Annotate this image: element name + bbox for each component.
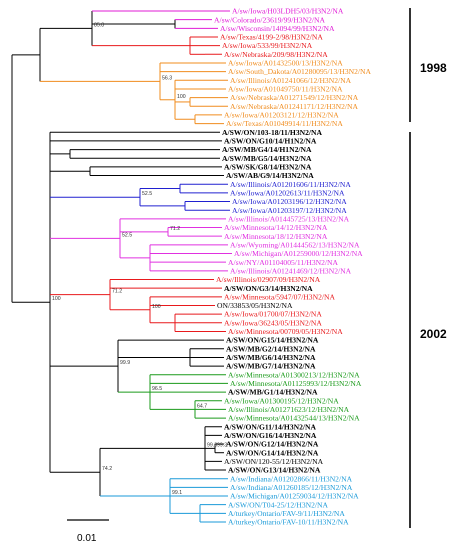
- leaf-label: A/sw/Indiana/A01260185/12/H3N2/NA: [230, 483, 353, 492]
- leaf-label: A/sw/Texas/4199-2/98/H3N2/NA: [220, 33, 323, 42]
- leaf-label: A/sw/NY/A01104005/11/H3N2/NA: [228, 258, 338, 267]
- leaf-label: A/sw/Texas/A01049914/11/H3N2/NA: [226, 119, 343, 128]
- leaf-label: A/sw/Michigan/A01259034/12/H3N2/NA: [230, 492, 359, 501]
- leaf-label: A/sw/Illinois/A01271623/12/H3N2/NA: [228, 405, 350, 414]
- leaf-label: A/sw/Iowa/01700/07/H3N2/NA: [224, 310, 322, 319]
- leaf-label: A/sw/South_Dakota/A01280095/13/H3N2/NA: [228, 67, 372, 76]
- leaf-label: A/SW/MB/G1/14/H3N2/NA: [228, 388, 318, 397]
- bracket-2002-label: 2002: [420, 327, 447, 341]
- leaf-label: A/sw/Illinois/A01241066/12/H3N2/NA: [230, 76, 352, 85]
- leaf-label: A/sw/Iowa/533/99/H3N2/NA: [222, 41, 313, 50]
- leaf-label: A/SW/ON/120-55/12/H3N2/NA: [224, 457, 324, 466]
- bootstrap-value: 100: [152, 304, 161, 310]
- bootstrap-value: 100: [52, 296, 61, 302]
- bootstrap-value: 96.5: [152, 386, 162, 392]
- scale-bar-label: 0.01: [77, 533, 97, 544]
- leaf-label: A/SW/ON/G13/14/H3N2/NA: [228, 466, 321, 475]
- leaf-label: A/SW/ON/G12/14/H3N2/NA: [226, 440, 319, 449]
- leaf-label: A/SW/ON/G15/14/H3N2/NA: [226, 336, 319, 345]
- leaf-label: A/turkey/Ontario/FAV-9/11/H3N2/NA: [228, 509, 345, 518]
- leaf-label: A/sw/Illinois/02907/09/H3N2/NA: [216, 275, 321, 284]
- leaf-label: A/sw/Nebraska/A01271549/12/H3N2/NA: [230, 93, 359, 102]
- leaf-label: A/SW/AB/G9/14/H3N2/NA: [226, 171, 314, 180]
- tree-branches: [11, 10, 232, 523]
- bootstrap-value: 56.3: [162, 75, 172, 81]
- bootstrap-value: 100: [177, 94, 186, 100]
- bootstrap-value: 64.7: [197, 403, 207, 409]
- leaf-label: A/SW/ON/G10/14/H1N2/NA: [224, 137, 317, 146]
- bootstrap-value: 85.8: [94, 22, 104, 28]
- leaf-label: A/sw/Minnesota/A01125993/12/H3N2/NA: [230, 379, 362, 388]
- leaf-label: A/SW/SK/G8/14/H3N2/NA: [224, 162, 312, 171]
- leaf-label: A/SW/MB/G5/14/H3N2/NA: [222, 154, 312, 163]
- leaf-label: A/sw/Wyoming/A01444562/13/H3N2/NA: [230, 240, 360, 249]
- leaf-label: A/turkey/Ontario/FAV-10/11/H3N2/NA: [228, 518, 349, 527]
- leaf-label: A/sw/Minnesota/00709/05/H3N2/NA: [228, 327, 343, 336]
- leaf-label: A/sw/Illinois/A01445725/13/H3N2/NA: [228, 214, 350, 223]
- leaf-label: A/sw/Minnesota/18/12/H3N2/NA: [224, 232, 328, 241]
- leaf-label: A/sw/Iowa/36243/05/H3N2/NA: [224, 318, 322, 327]
- leaf-label: A/sw/Michigan/A01259000/12/H3N2/NA: [234, 249, 363, 258]
- bracket-1998-label: 1998: [420, 61, 447, 75]
- leaf-label: A/sw/Minnesota/A01300213/12/H3N2/NA: [228, 370, 360, 379]
- leaf-label: A/sw/Iowa/A01202613/11/H3N2/NA: [230, 188, 345, 197]
- leaf-labels: A/sw/Iowa/H03LDH5/03/H3N2/NAA/sw/Colorad…: [214, 7, 372, 527]
- leaf-label: A/SW/ON/G14/14/H3N2/NA: [226, 448, 319, 457]
- leaf-label: A/SW/ON/T04-25/12/H3N2/NA: [228, 500, 328, 509]
- leaf-label: ON/33853/05/H3N2/NA: [217, 301, 293, 310]
- bootstrap-value: 99.3: [207, 442, 217, 448]
- leaf-label: A/sw/Illinois/A01201606/11/H3N2/NA: [230, 180, 351, 189]
- bootstrap-value: 52.5: [122, 232, 132, 238]
- leaf-label: A/sw/Wisconsin/14094/99/H3N2/NA: [220, 24, 335, 33]
- leaf-label: A/sw/Iowa/A01300195/12/H3N2/NA: [224, 396, 339, 405]
- leaf-label: A/SW/MB/G7/14/H3N2/NA: [226, 362, 316, 371]
- bootstrap-value: 99.1: [172, 490, 182, 496]
- leaf-label: A/sw/Colorado/23619/99/H3N2/NA: [214, 15, 325, 24]
- leaf-label: A/sw/Iowa/H03LDH5/03/H3N2/NA: [232, 7, 344, 16]
- leaf-label: A/sw/Minnesota/5947/07/H3N2/NA: [224, 292, 335, 301]
- leaf-label: A/SW/ON/103-18/11/H3N2/NA: [222, 128, 323, 137]
- leaf-label: A/sw/Nebraska/A01241171/12/H3N2/NA: [230, 102, 358, 111]
- leaf-label: A/SW/ON/G16/14/H3N2/NA: [224, 431, 317, 440]
- leaf-label: A/SW/ON/G3/14/H3N2/NA: [224, 284, 313, 293]
- leaf-label: A/SW/MB/G6/14/H3N2/NA: [226, 353, 316, 362]
- bootstrap-values: 85.8 56.3 100 100 52.5 52.5 71.2 71.2 100 99.9 96.…: [52, 22, 227, 496]
- leaf-label: A/sw/Iowa/A01049750/11/H3N2/NA: [228, 85, 343, 94]
- bootstrap-value: 52.5: [142, 191, 152, 197]
- leaf-label: A/sw/Nebraska/209/98/H3N2/NA: [224, 50, 328, 59]
- bootstrap-value: 99.3: [217, 442, 227, 448]
- leaf-label: A/SW/ON/G11/14/H3N2/NA: [224, 422, 316, 431]
- leaf-label: A/sw/Iowa/A01203121/12/H3N2/NA: [224, 111, 339, 120]
- bootstrap-value: 71.2: [170, 226, 180, 232]
- bootstrap-value: 74.2: [102, 466, 112, 472]
- leaf-label: A/SW/MB/G2/14/H3N2/NA: [226, 344, 316, 353]
- bootstrap-value: 99.9: [120, 360, 130, 366]
- leaf-label: A/sw/Illinois/A01241469/12/H3N2/NA: [230, 266, 352, 275]
- leaf-label: A/sw/Iowa/A01203197/12/H3N2/NA: [232, 206, 347, 215]
- leaf-label: A/sw/Indiana/A01202866/11/H3N2/NA: [230, 474, 353, 483]
- leaf-label: A/sw/Minnesota/A01432544/13/H3N2/NA: [228, 414, 360, 423]
- leaf-label: A/sw/Iowa/A01432500/13/H3N2/NA: [228, 59, 343, 68]
- leaf-label: A/SW/MB/G4/14/H1N2/NA: [222, 145, 312, 154]
- bootstrap-value: 71.2: [112, 289, 122, 295]
- leaf-label: A/sw/Minnesota/14/12/H3N2/NA: [224, 223, 328, 232]
- leaf-label: A/sw/Iowa/A01203196/12/H3N2/NA: [232, 197, 347, 206]
